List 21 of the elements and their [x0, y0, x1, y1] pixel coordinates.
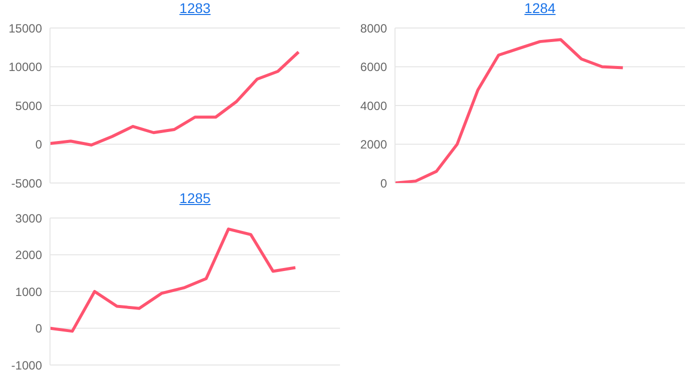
line-series: [394, 38, 624, 183]
y-tick-label: 2000: [360, 138, 388, 152]
chart-title: 1284: [523, 0, 557, 16]
y-tick-label: 15000: [8, 21, 42, 36]
y-tick-label: 5000: [15, 98, 42, 113]
line-series: [48, 50, 300, 147]
chart-title: 1283: [178, 0, 212, 16]
y-tick-label: 0: [35, 138, 42, 152]
y-tick-label: 1000: [15, 284, 42, 299]
y-tick-label: -5000: [11, 176, 42, 190]
line-series: [48, 228, 297, 333]
y-tick-label: 6000: [360, 60, 388, 74]
chart-title: 1285: [178, 190, 212, 206]
y-tick-label: 4000: [360, 98, 388, 113]
y-tick-label: -1000: [11, 358, 42, 372]
y-tick-label: 10000: [8, 60, 42, 74]
y-tick-label: 3000: [15, 211, 42, 226]
y-tick-label: 0: [35, 322, 42, 336]
y-tick-label: 0: [380, 176, 388, 190]
y-tick-label: 8000: [360, 21, 388, 36]
y-tick-label: 2000: [15, 248, 42, 262]
